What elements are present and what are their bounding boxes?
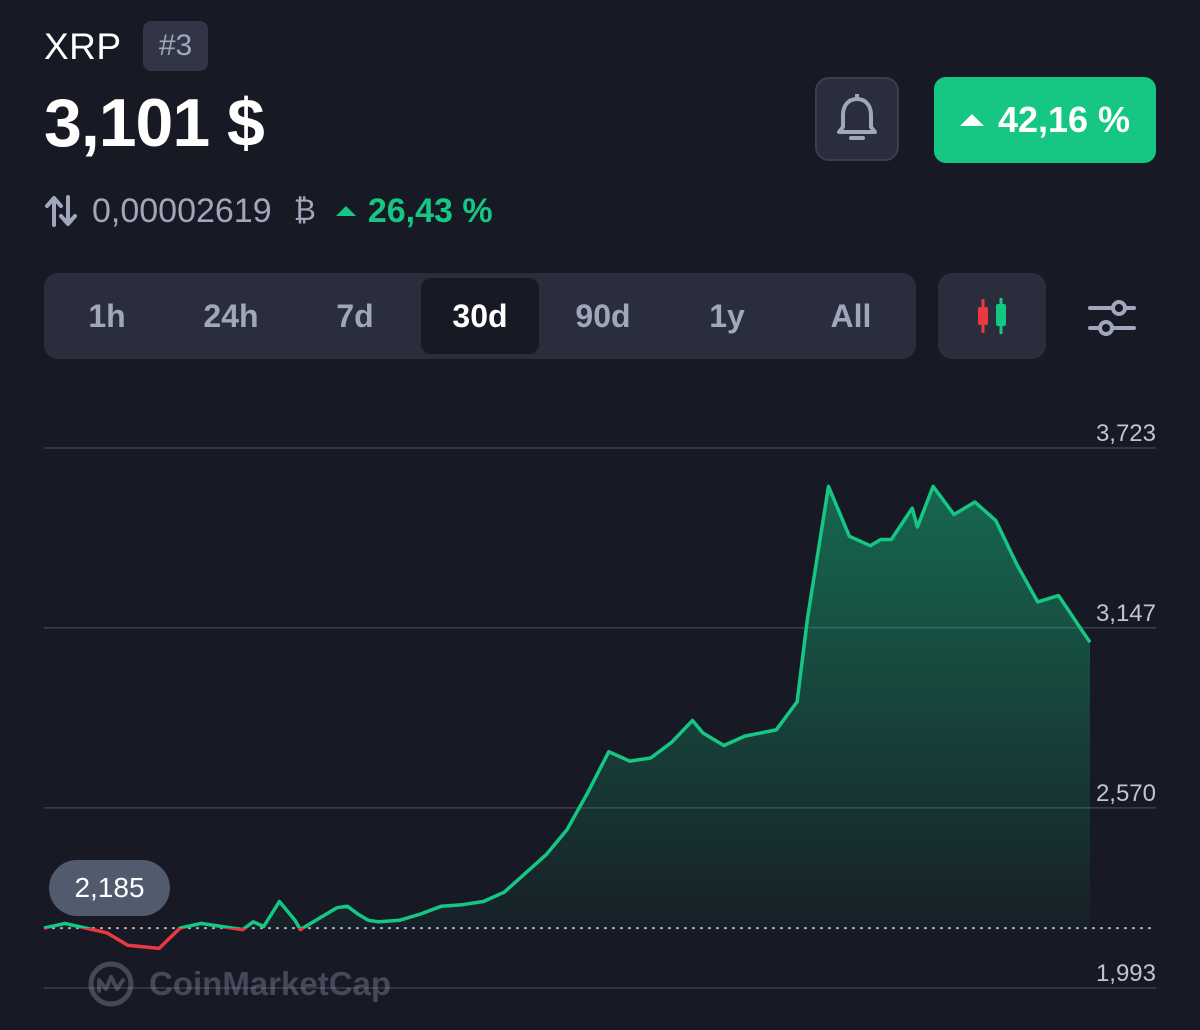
watermark-text: CoinMarketCap — [149, 965, 392, 1002]
price-change-badge: 42,16 % — [934, 77, 1156, 163]
y-axis-tick-label: 3,147 — [1095, 599, 1156, 627]
tab-30d[interactable]: 30d — [421, 278, 539, 354]
coinmarketcap-watermark: CoinMarketCap — [87, 958, 391, 1010]
swap-vertical-icon — [45, 195, 77, 227]
triangle-up-icon — [959, 114, 984, 126]
start-price-label: 2,185 — [49, 860, 170, 916]
coin-symbol: XRP — [44, 26, 122, 67]
tab-1y[interactable]: 1y — [709, 297, 745, 334]
candlestick-icon — [978, 298, 1006, 334]
btc-price-change: 26,43 % — [367, 191, 493, 230]
rank-badge: #3 — [143, 21, 208, 71]
tab-all[interactable]: All — [830, 297, 872, 334]
y-axis-tick-label: 1,993 — [1095, 960, 1156, 987]
sliders-icon — [1088, 300, 1136, 336]
coinmarketcap-logo-icon — [88, 961, 134, 1007]
y-axis-tick-label: 2,570 — [1095, 779, 1156, 807]
price-line-up — [43, 484, 1092, 929]
btc-price: 0,00002619 — [92, 191, 272, 230]
bell-icon — [837, 94, 877, 140]
price-change-value: 42,16 % — [997, 99, 1131, 140]
timeframe-tabs: 1h 24h 7d 30d 90d 1y All — [44, 273, 916, 359]
tab-1h[interactable]: 1h — [88, 297, 126, 334]
price-area-fill — [44, 486, 1090, 929]
tab-90d[interactable]: 90d — [575, 297, 631, 334]
tab-7d[interactable]: 7d — [336, 297, 374, 334]
candlestick-toggle-button[interactable] — [938, 273, 1046, 359]
current-price: 3,101 $ — [44, 85, 265, 161]
price-alert-button[interactable] — [815, 77, 899, 161]
btc-price-row: 0,00002619 ₿ 26,43 % — [44, 188, 493, 234]
y-axis-tick-label: 3,723 — [1095, 420, 1156, 447]
tab-24h[interactable]: 24h — [203, 297, 259, 334]
price-line-down — [43, 928, 307, 951]
btc-symbol: ₿ — [293, 194, 316, 227]
triangle-up-icon — [335, 206, 356, 216]
chart-settings-button[interactable] — [1082, 290, 1142, 346]
